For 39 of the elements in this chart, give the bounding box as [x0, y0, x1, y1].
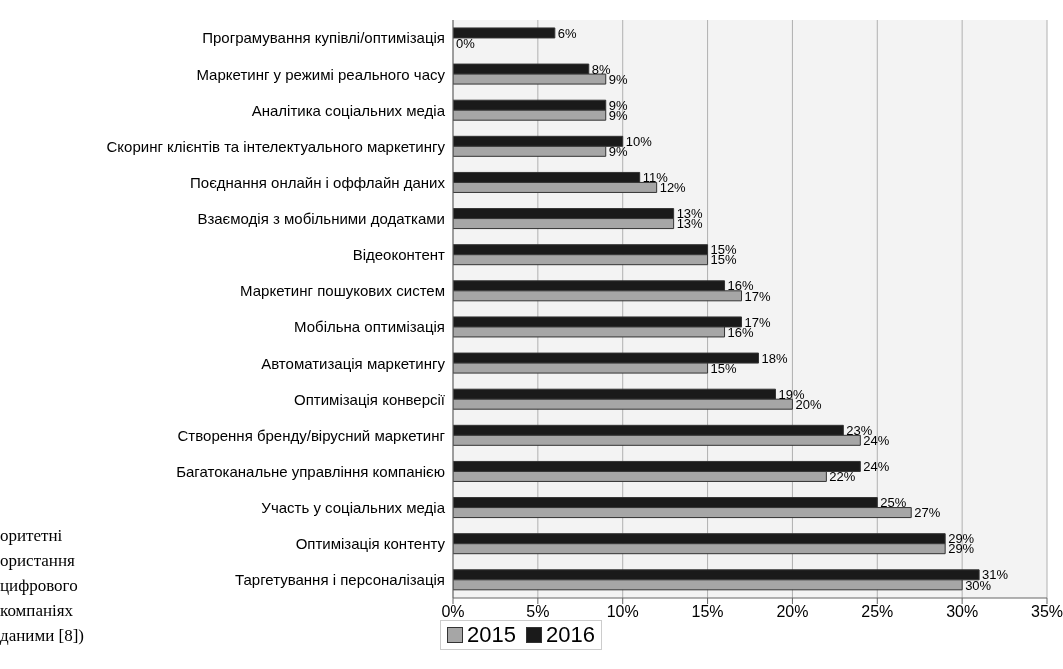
text: оритетні ористання цифрового компаніях даними [8])	[0, 525, 84, 647]
y-tick-label: Багатоканальне управління компанією	[176, 462, 445, 480]
data-label: 25%	[880, 495, 907, 511]
data-label: 6%	[557, 25, 578, 41]
data-label: 22%	[829, 469, 856, 485]
x-tick-label: 15%	[691, 603, 724, 621]
y-tick-label: Мобільна оптимізація	[294, 318, 445, 336]
y-tick-label: Оптимізація конверсії	[294, 390, 446, 408]
data-label: 9%	[608, 71, 628, 87]
y-tick-label: Скоринг клієнтів та інтелектуального маркетингу	[106, 137, 446, 155]
data-label: 10%	[625, 133, 653, 149]
y-tick-label: Участь у соціальних медіа	[261, 499, 446, 517]
data-label: 27%	[914, 505, 941, 521]
x-tick-label: 35%	[1030, 603, 1063, 621]
y-tick-label: Програмування купівлі/оптимізація	[202, 29, 445, 47]
x-tick-label: 0%	[441, 603, 465, 621]
y-tick-label: Аналітика соціальних медіа	[251, 101, 446, 119]
x-tick-label: 30%	[946, 603, 979, 621]
legend-label: 2016	[544, 622, 595, 648]
y-tick-label: Маркетинг у режимі реального часу	[196, 65, 446, 83]
x-tick-label: 20%	[776, 603, 809, 621]
legend-label: 2015	[466, 622, 516, 648]
x-tick-label: 10%	[606, 603, 639, 621]
bar	[453, 27, 556, 39]
data-label: 15%	[710, 360, 738, 376]
x-tick-label: 5%	[526, 603, 550, 621]
data-label: 9%	[608, 144, 628, 160]
y-tick-label: Таргетування і персоналізація	[235, 571, 445, 589]
x-tick-label: 25%	[861, 603, 894, 621]
data-label: 0%	[456, 35, 476, 51]
y-tick-label: Поєднання онлайн і оффлайн даних	[190, 173, 446, 191]
y-tick-label: Оптимізація контенту	[295, 535, 446, 553]
y-tick-label: Відеоконтент	[352, 246, 446, 264]
y-tick-label: Автоматизація маркетингу	[261, 354, 446, 372]
y-tick-label: Взаємодія з мобільними додатками	[197, 210, 445, 228]
y-tick-label: Маркетинг пошукових систем	[240, 282, 445, 300]
data-label: 24%	[863, 459, 890, 475]
y-tick-label: Створення бренду/вірусний маркетинг	[177, 426, 446, 444]
data-label: 18%	[761, 350, 788, 366]
